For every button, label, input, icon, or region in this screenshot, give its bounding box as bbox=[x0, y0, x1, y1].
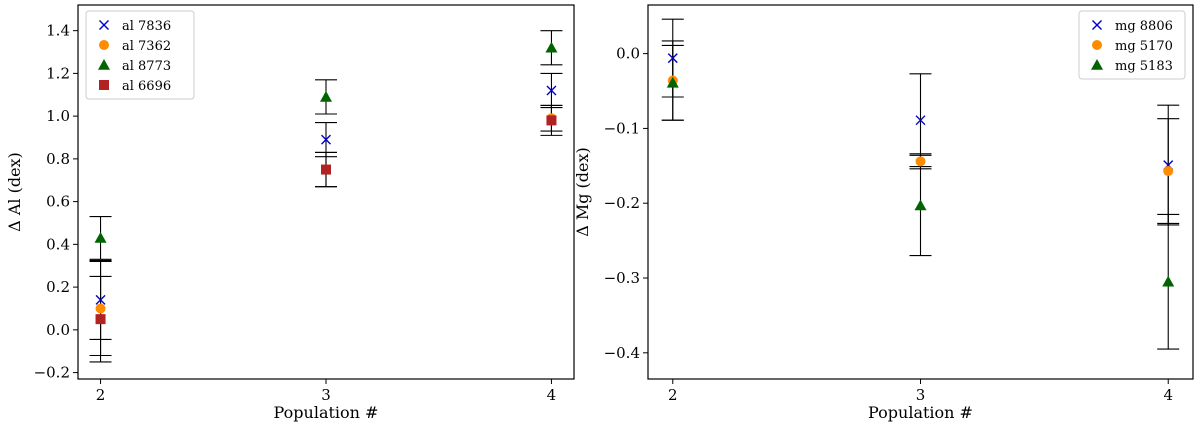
legend-label-3: al 6696 bbox=[122, 79, 171, 94]
y-tick-label-0: −0.4 bbox=[604, 344, 640, 362]
y-tick-label-5: 0.8 bbox=[46, 150, 70, 168]
y-tick-label-8: 1.4 bbox=[46, 22, 70, 40]
data-point-0-0 bbox=[667, 53, 678, 64]
legend-label-0: mg 8806 bbox=[1115, 19, 1173, 34]
legend-marker-2 bbox=[98, 59, 110, 70]
legend-marker-2 bbox=[1091, 59, 1103, 70]
data-point-2-2 bbox=[545, 41, 558, 53]
y-tick-label-2: 0.2 bbox=[46, 278, 70, 296]
data-point-2-1 bbox=[914, 199, 927, 211]
legend-marker-0 bbox=[1092, 20, 1102, 30]
y-tick-label-1: −0.3 bbox=[604, 269, 640, 287]
x-tick-label-0: 2 bbox=[96, 386, 106, 404]
y-tick-label-4: 0.6 bbox=[46, 193, 70, 211]
data-point-0-1 bbox=[915, 115, 926, 126]
y-tick-label-4: 0.0 bbox=[616, 45, 640, 63]
legend-marker-1 bbox=[1092, 40, 1102, 50]
legend-label-2: al 8773 bbox=[122, 59, 171, 74]
x-tick-label-2: 4 bbox=[1163, 386, 1173, 404]
y-tick-label-3: −0.1 bbox=[604, 119, 640, 137]
data-point-0-1 bbox=[321, 134, 331, 145]
legend-box bbox=[85, 10, 195, 100]
data-point-1-0 bbox=[95, 303, 106, 314]
y-tick-label-6: 1.0 bbox=[46, 107, 70, 125]
legend: al 7836 al 7362 al 8773 al 6696 bbox=[85, 10, 195, 100]
y-axis-label: Δ Mg (dex) bbox=[573, 147, 592, 237]
data-point-0-0 bbox=[95, 294, 106, 305]
legend-marker-1 bbox=[99, 40, 109, 50]
legend: mg 8806 mg 5170 mg 5183 bbox=[1078, 10, 1186, 80]
x-axis-label: Population # bbox=[274, 403, 379, 422]
y-tick-label-0: −0.2 bbox=[34, 364, 70, 382]
mg-abundance-panel: 2 3 4 −0.4 −0.3 −0.2 −0.1 0.0 Population # Δ Mg (… bbox=[573, 4, 1194, 422]
data-point-2-0 bbox=[666, 76, 679, 88]
legend-marker-0 bbox=[99, 20, 109, 30]
data-point-3-1 bbox=[321, 164, 331, 175]
y-tick-label-7: 1.2 bbox=[46, 64, 70, 82]
data-point-1-1 bbox=[915, 156, 926, 167]
legend-label-0: al 7836 bbox=[122, 19, 171, 34]
x-axis-label: Population # bbox=[868, 403, 973, 422]
x-tick-label-2: 4 bbox=[547, 386, 557, 404]
legend-label-1: al 7362 bbox=[122, 39, 171, 54]
al-abundance-panel: 2 3 4 −0.2 0.0 0.2 0.4 0.6 0.8 1.0 1.2 1.4 Populatio… bbox=[5, 4, 575, 422]
y-tick-label-3: 0.4 bbox=[46, 235, 70, 253]
legend-label-1: mg 5170 bbox=[1115, 39, 1173, 54]
y-axis-label: Δ Al (dex) bbox=[5, 152, 24, 232]
data-point-2-0 bbox=[94, 231, 107, 243]
legend-box bbox=[1078, 10, 1186, 80]
legend-marker-3 bbox=[99, 80, 109, 90]
x-tick-label-0: 2 bbox=[668, 386, 678, 404]
x-tick-label-1: 3 bbox=[321, 386, 331, 404]
data-point-2-1 bbox=[320, 90, 332, 102]
data-point-1-2 bbox=[1163, 166, 1174, 177]
y-tick-label-1: 0.0 bbox=[46, 321, 70, 339]
x-tick-label-1: 3 bbox=[916, 386, 926, 404]
data-point-3-2 bbox=[546, 115, 557, 126]
y-tick-label-2: −0.2 bbox=[604, 194, 640, 212]
data-point-3-0 bbox=[95, 314, 106, 325]
legend-label-2: mg 5183 bbox=[1115, 59, 1173, 74]
data-point-0-2 bbox=[546, 85, 557, 96]
data-point-2-2 bbox=[1162, 275, 1175, 287]
